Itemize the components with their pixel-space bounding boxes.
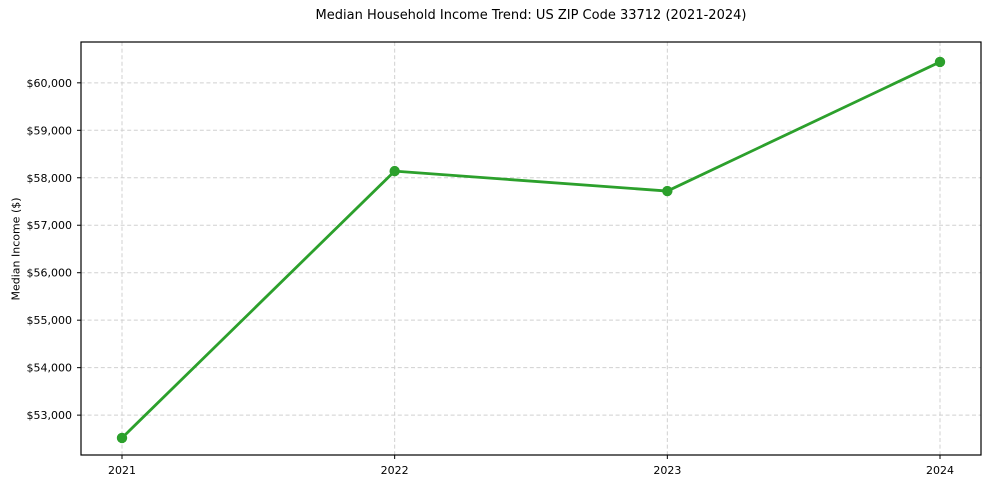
- y-tick-label: $56,000: [27, 267, 73, 280]
- plot-border: [80, 41, 982, 456]
- data-line: [120, 60, 942, 440]
- x-tick-label: 2023: [653, 464, 681, 477]
- y-tick-label: $55,000: [27, 314, 73, 327]
- y-tick-label: $54,000: [27, 362, 73, 375]
- y-tick-label: $59,000: [27, 124, 73, 137]
- x-tick-label: 2024: [926, 464, 954, 477]
- x-tick-label: 2022: [381, 464, 409, 477]
- data-point: [116, 432, 128, 444]
- chart-title: Median Household Income Trend: US ZIP Co…: [315, 8, 747, 23]
- y-tick-label: $57,000: [27, 219, 73, 232]
- data-point: [662, 185, 673, 197]
- data-point: [934, 56, 946, 68]
- y-tick-label: $60,000: [27, 77, 73, 90]
- y-tick-label: $58,000: [27, 172, 73, 185]
- x-tick-label: 2021: [108, 464, 136, 477]
- data-point: [389, 165, 400, 177]
- y-tick-label: $53,000: [27, 409, 73, 422]
